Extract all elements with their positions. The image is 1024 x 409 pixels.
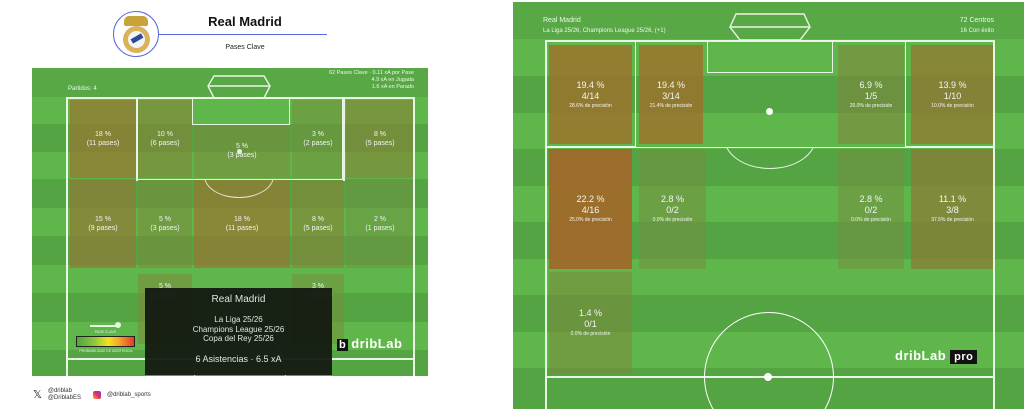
zone-divider [545,146,635,148]
legend-slider-label: PASE CLAVE [94,330,117,334]
heat-cell: 5 % (3 pases) [138,180,192,268]
heat-cell: 18 % (11 pases) [70,100,136,178]
summary-stats: 62 Pases Clave · 0.11 xA por Pase 4.9 xA… [329,70,414,90]
touchline-right [993,40,995,409]
heat-cell: 3 % (2 pases) [292,100,344,178]
key-pass-slider[interactable] [90,325,118,327]
heat-cell: 1.4 % 0/1 0.0% de precisión [549,272,632,374]
successful-crosses: 16 Con éxito [960,28,994,34]
summary-overlay: Real Madrid La Liga 25/26 Champions Leag… [145,288,332,375]
touchline-left [545,40,547,409]
header-right: 72 Centros 16 Con éxito [960,16,994,36]
penalty-spot [237,149,242,154]
x-logo-icon: 𝕏 [33,388,42,401]
real-madrid-crest-icon [113,11,159,57]
penalty-box [635,40,906,148]
pro-badge: pro [950,350,978,364]
matches-label: Partidos: 4 [68,86,97,92]
instagram-handle[interactable]: @driblab_sports [106,391,151,398]
penalty-box [136,97,343,180]
chart-subtitle: Pases Clave [225,44,265,51]
instagram-icon [92,391,101,399]
overlay-team: Real Madrid [211,294,266,305]
competitions-list: La Liga 25/26, Champions League 25/26, (… [543,28,666,34]
zone-divider [905,146,995,148]
social-footer: 𝕏 @driblab @DriblabES @driblab_sports [33,388,151,402]
heat-cell: 8 % (5 pases) [346,100,414,178]
heat-cell: 15 % (9 pases) [70,180,136,268]
heat-cell: 13.9 % 1/10 10.0% de precisión [911,45,994,144]
heat-cell: 19.4 % 4/14 28.6% de precisión [549,45,632,144]
heat-cell: 2 % (1 pases) [346,180,414,268]
heat-cell: 8 % (5 pases) [292,180,344,268]
goal-line [545,40,995,42]
title-divider [159,34,327,35]
x-handle-driblab[interactable]: @driblab [47,388,72,394]
team-name: Real Madrid [543,17,581,24]
team-title: Real Madrid [208,14,282,29]
goal-icon [207,75,271,99]
zone-divider [343,97,345,181]
driblab-logo: b dribLab [337,336,403,351]
touchline-left [66,97,68,376]
crosses-panel: 19.4 % 4/14 28.6% de precisión 19.4 % 3/… [513,2,1024,409]
overlay-competitions: La Liga 25/26 Champions League 25/26 Cop… [192,315,285,343]
driblab-pro-logo: dribLab pro [895,348,978,364]
heat-cell: 5 % (3 pases) [194,124,290,178]
slider-knob[interactable] [115,322,121,328]
center-spot [764,373,772,381]
heat-cell: 2.8 % 0/2 0.0% de precisión [639,149,706,269]
six-yard-box [192,97,290,125]
heat-cell: 11.1 % 3/8 37.5% de precisión [911,149,994,269]
total-crosses: 72 Centros [959,17,994,24]
heat-cell: 2.8 % 0/2 0.0% de precisión [838,149,904,269]
overlay-assists: 6 Asistencias · 6.5 xA [195,354,282,364]
assist-probability-colorbar [76,336,135,347]
heat-cell: 6.9 % 1/5 20.0% de precisión [838,45,904,144]
header-left: Real Madrid La Liga 25/26, Champions Lea… [543,16,666,36]
heat-cell: 22.2 % 4/16 25.0% de precisión [549,149,632,269]
penalty-spot [766,108,773,115]
heat-cell: 10 % (6 pases) [138,100,192,178]
key-passes-panel: Real Madrid Pases Clave 18 % (11 pases) … [0,0,460,409]
six-yard-box [707,40,833,73]
driblab-b-icon: b [337,339,349,351]
legend-bar-label: PROBABILIDAD DE ASISTENCIA [79,349,133,353]
touchline-right [413,97,415,376]
x-handle-driblabes[interactable]: @DriblabES [47,395,81,401]
goal-icon [729,13,811,41]
heat-cell: 19.4 % 3/14 21.4% de precisión [639,45,703,144]
